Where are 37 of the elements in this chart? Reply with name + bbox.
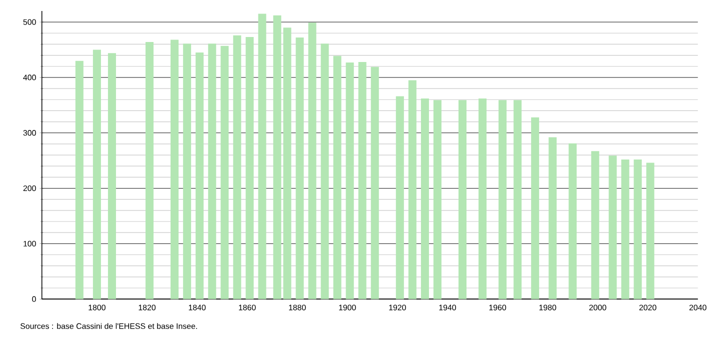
bar xyxy=(208,44,216,300)
bar xyxy=(220,46,229,300)
bar xyxy=(258,14,266,300)
bar xyxy=(608,156,617,300)
bar xyxy=(433,100,442,300)
bar xyxy=(370,66,379,300)
bar xyxy=(458,100,467,300)
bar xyxy=(514,100,522,300)
bar xyxy=(92,50,101,300)
bar xyxy=(333,56,342,300)
bar xyxy=(420,98,429,300)
bar xyxy=(621,159,630,300)
bar xyxy=(346,62,354,300)
bar xyxy=(478,98,487,300)
bar xyxy=(358,62,366,300)
bar xyxy=(531,117,540,300)
bar xyxy=(75,60,84,300)
bar xyxy=(548,137,557,300)
bar xyxy=(568,143,577,300)
bar xyxy=(408,80,416,300)
bar xyxy=(296,38,304,300)
bar xyxy=(320,44,329,300)
bar xyxy=(196,52,204,300)
bar xyxy=(170,40,179,300)
bar xyxy=(498,100,507,300)
bar xyxy=(283,28,292,300)
bar xyxy=(396,96,404,300)
bar xyxy=(233,35,242,300)
bar xyxy=(634,159,642,300)
bar xyxy=(146,42,154,300)
bar xyxy=(273,15,282,300)
bar xyxy=(108,53,116,300)
bar xyxy=(646,162,654,300)
bar xyxy=(308,22,316,300)
bar xyxy=(183,44,192,300)
bar xyxy=(246,37,254,300)
bar xyxy=(591,151,600,300)
